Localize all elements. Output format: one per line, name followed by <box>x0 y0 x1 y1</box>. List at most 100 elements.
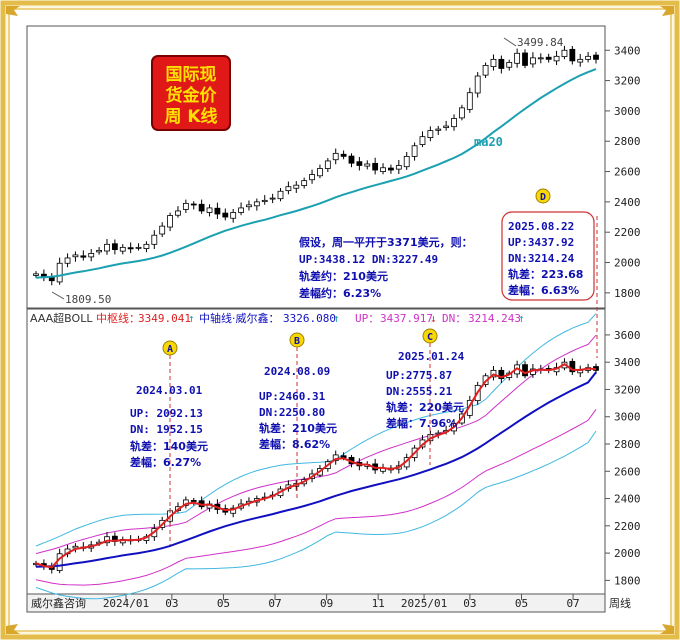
candle-body <box>269 197 276 200</box>
y-tick-label: 2800 <box>614 438 641 451</box>
corner-ornament-icon <box>6 624 20 634</box>
ma20-line <box>35 68 597 279</box>
candle-body <box>96 249 102 253</box>
x-tick-label: 09 <box>320 597 333 610</box>
candle-body <box>380 167 386 172</box>
candle-body <box>80 255 87 258</box>
candle-body <box>411 145 418 157</box>
annotation-a-diff: 轨差：140美元 <box>130 439 208 453</box>
candle-body <box>474 75 481 94</box>
marker-d-bg <box>535 188 551 204</box>
high-label: 3499.84 <box>517 36 564 49</box>
marker-a: A <box>167 344 173 355</box>
candle-body <box>104 243 110 252</box>
candle-body <box>569 360 576 373</box>
marker-d: D <box>540 192 546 203</box>
up-arrow: ↓ <box>430 312 437 325</box>
source-label: 威尔鑫咨询 <box>31 596 86 610</box>
y-tick-label: 2400 <box>614 493 641 506</box>
candle-body <box>403 155 410 168</box>
title-line-2: 货金价 <box>166 85 218 106</box>
candle-body <box>340 153 347 157</box>
y-tick-label: 3200 <box>614 75 641 88</box>
candle-body <box>498 58 505 69</box>
candle-body <box>64 257 71 264</box>
candle-body <box>490 58 497 68</box>
hypothesis-line-1: 假设，周一平开于3371美元，则： <box>299 235 473 249</box>
candle-body <box>593 54 599 60</box>
candle-body <box>372 162 379 171</box>
candle-body <box>332 152 339 161</box>
candle-body <box>545 56 552 60</box>
upper-candles <box>33 45 599 286</box>
candle-body <box>33 273 39 276</box>
marker-c: C <box>427 332 433 343</box>
annotation-c-date: 2025.01.24 <box>398 350 465 363</box>
annotation-a: A 2024.03.01 UP: 2092.13 DN: 1952.15 轨差：… <box>130 340 208 545</box>
candle-body <box>522 52 528 66</box>
y-tick-label: 3000 <box>614 411 641 424</box>
y-tick-label: 3400 <box>614 44 641 57</box>
y-tick-label: 2600 <box>614 465 641 478</box>
candle-body <box>585 55 592 60</box>
candle-body <box>466 92 473 110</box>
candle-body <box>190 203 197 206</box>
candle-body <box>498 369 505 379</box>
boll-lines <box>35 363 597 569</box>
candle-body <box>277 190 284 200</box>
candle-body <box>451 118 457 128</box>
x-tick-label: 03 <box>165 597 178 610</box>
box-d-pct: 差幅：6.63% <box>508 283 579 297</box>
candle-body <box>348 155 355 164</box>
mid-line <box>35 363 597 569</box>
high-pointer <box>503 37 517 47</box>
y-tick-label: 2200 <box>614 520 641 533</box>
y-tick-label: 2000 <box>614 257 641 270</box>
box-d-up: UP:3437.92 <box>508 236 574 249</box>
candle-body <box>482 65 489 76</box>
candle-body <box>190 500 197 502</box>
candle-body <box>127 247 134 250</box>
candle-body <box>88 253 95 258</box>
ma20-line-group <box>35 68 597 279</box>
annotation-b: B 2024.08.09 UP:2460.31 DN:2250.80 轨差：21… <box>259 332 337 498</box>
hypothesis-line-4: 差幅约：6.23% <box>299 286 381 300</box>
annotation-b-diff: 轨差：210美元 <box>259 421 337 435</box>
candle-body <box>104 536 110 544</box>
candle-body <box>332 454 339 462</box>
box-d-text: 2025.08.22 UP:3437.92 DN:3214.24 轨差：223.… <box>508 220 583 297</box>
annotation-a-date: 2024.03.01 <box>136 384 203 397</box>
boll-bands <box>35 313 597 600</box>
candle-body <box>506 61 513 68</box>
title-line-3: 周 K线 <box>164 106 217 127</box>
band-inner-upper <box>35 334 597 555</box>
corner-ornament-icon <box>6 6 20 16</box>
boll-header: AAA超BOLL 中枢线： 3349.041 ↑ 中轴线·威尔鑫： 3326.0… <box>30 311 525 325</box>
candle-body <box>395 165 402 170</box>
annotation-b-pct: 差幅：8.62% <box>259 437 330 451</box>
candle-body <box>72 545 79 549</box>
candle-body <box>530 57 536 65</box>
y-tick-label: 2200 <box>614 226 641 239</box>
hypothesis-line-2: UP:3438.12 DN:3227.49 <box>299 253 438 266</box>
candle-body <box>522 364 528 377</box>
candle-body <box>317 168 323 177</box>
mid-label: 中枢线： <box>96 311 140 325</box>
axis-arrow: ↑ <box>333 312 340 325</box>
low-pointer <box>51 291 65 300</box>
low-label: 1809.50 <box>65 293 111 306</box>
candle-body <box>253 201 260 207</box>
x-tick-label: 05 <box>515 597 528 610</box>
x-tick-label: 03 <box>463 597 476 610</box>
candle-body <box>537 57 544 60</box>
candle-body <box>577 58 584 63</box>
x-axis: 2024/01 03 05 07 09 11 2025/01 03 05 07 <box>103 594 580 610</box>
candle-body <box>111 243 118 251</box>
candle-body <box>230 212 237 219</box>
y-tick-label: 1800 <box>614 574 641 587</box>
title-badge: 国际现 货金价 周 K线 <box>151 55 231 131</box>
candle-body <box>419 136 426 145</box>
dn-label: DN： <box>442 312 466 325</box>
candle-body <box>72 254 79 258</box>
candle-body <box>238 207 244 213</box>
